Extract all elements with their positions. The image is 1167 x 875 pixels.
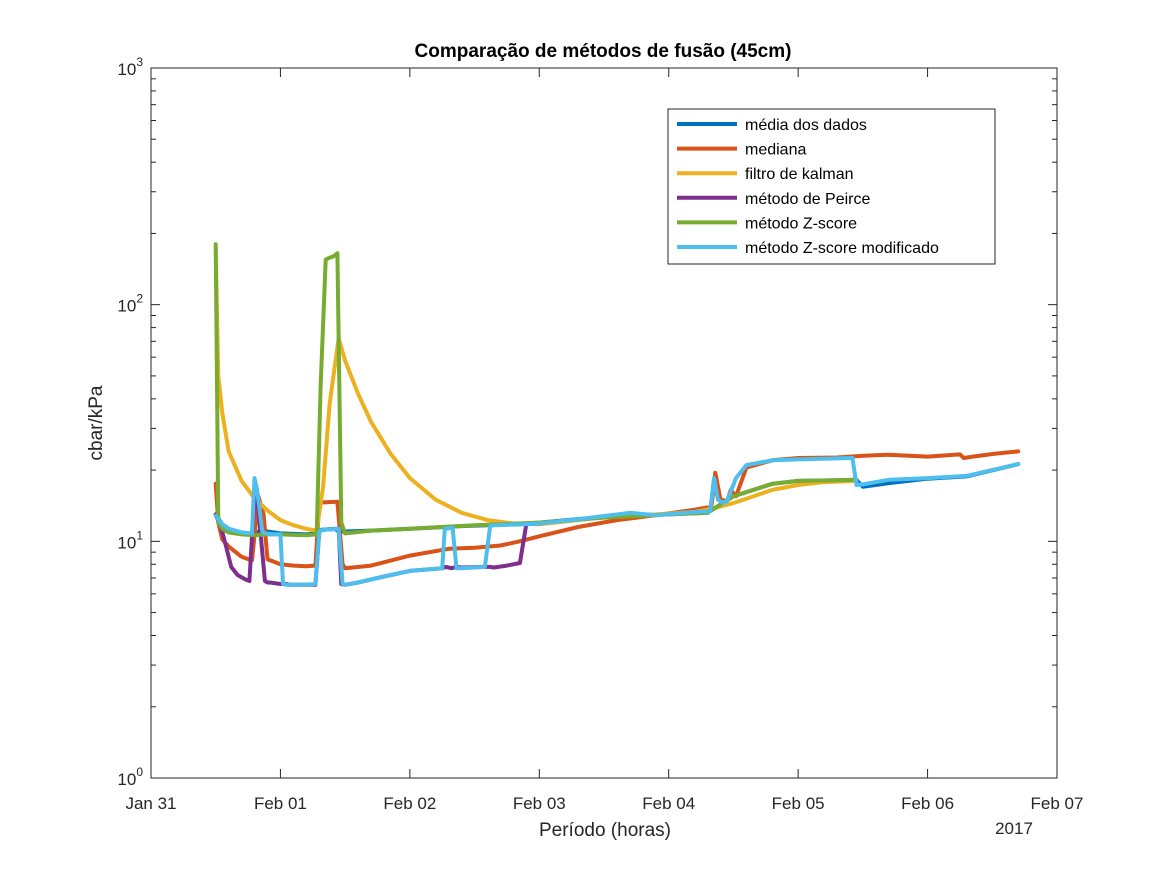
x-tick-label: Feb 02 xyxy=(383,794,436,813)
x-tick-label: Feb 03 xyxy=(513,794,566,813)
x-tick-label: Jan 31 xyxy=(125,794,176,813)
x-tick-label: Feb 05 xyxy=(772,794,825,813)
x-tick-label: Feb 06 xyxy=(901,794,954,813)
y-axis-label: cbar/kPa xyxy=(86,385,107,460)
y-tick-label: 103 xyxy=(117,55,143,79)
legend-label-3: filtro de kalman xyxy=(745,166,854,183)
y-tick-exponent: 3 xyxy=(136,55,143,69)
legend-label-2: mediana xyxy=(745,142,806,159)
y-tick-base: 10 xyxy=(117,533,136,552)
legend-label-4: método de Peirce xyxy=(745,191,871,208)
x-tick-label: Feb 04 xyxy=(642,794,695,813)
x-axis-label: Período (horas) xyxy=(539,820,671,841)
series-layer xyxy=(213,242,1021,587)
y-tick-exponent: 2 xyxy=(136,292,143,306)
legend-label-5: método Z-score xyxy=(745,215,857,232)
y-tick-exponent: 1 xyxy=(136,528,143,542)
year-label: 2017 xyxy=(995,819,1033,838)
x-tick-label: Feb 01 xyxy=(254,794,307,813)
y-tick-label: 102 xyxy=(117,292,143,316)
y-tick-label: 100 xyxy=(117,765,143,789)
legend-label-6: método Z-score modificado xyxy=(745,240,939,257)
y-tick-base: 10 xyxy=(117,60,136,79)
legend-label-1: média dos dados xyxy=(745,117,867,134)
legend: média dos dados mediana filtro de kalman mé… xyxy=(667,108,996,265)
series-line-6 xyxy=(213,456,1021,587)
x-tick-label: Feb 07 xyxy=(1031,794,1084,813)
y-tick-base: 10 xyxy=(117,297,136,316)
legend-box xyxy=(667,108,996,265)
y-tick-exponent: 0 xyxy=(136,765,143,779)
ticks-layer: Jan 31 Feb 01 Feb 02 Feb 03 Feb 04 Feb 05 Feb … xyxy=(117,55,1083,813)
chart-title: Comparação de métodos de fusão (45cm) xyxy=(415,41,792,62)
y-tick-base: 10 xyxy=(117,770,136,789)
y-tick-label: 101 xyxy=(117,528,143,552)
